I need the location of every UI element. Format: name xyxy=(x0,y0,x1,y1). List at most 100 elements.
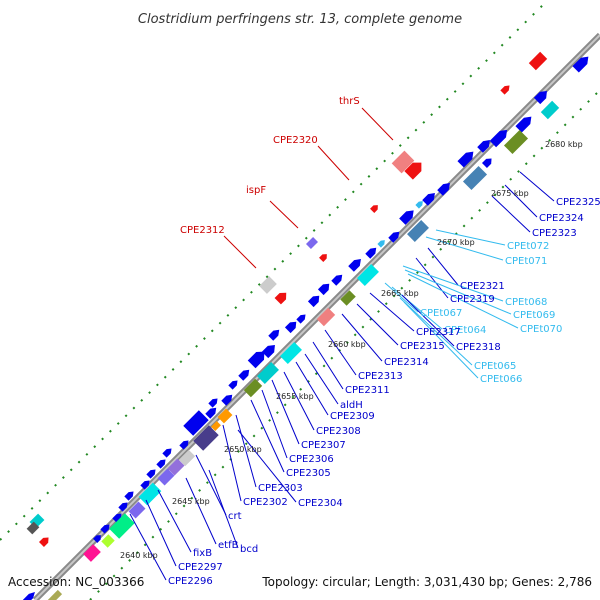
forward-gene-label: CPE2297 xyxy=(178,562,223,573)
forward-gene-label: CPE2304 xyxy=(298,498,343,509)
forward-gene-label: CPE2324 xyxy=(539,213,584,224)
gene-box xyxy=(138,482,162,506)
gene-arrow xyxy=(179,440,189,450)
gene-arrow xyxy=(370,205,378,213)
forward-gene-label: CPE2309 xyxy=(330,411,375,422)
gene-arrow xyxy=(38,537,49,548)
gene-arrow xyxy=(208,398,218,408)
gene-arrow xyxy=(317,283,330,296)
gene-arrow xyxy=(307,295,320,308)
forward-gene-label: CPEt070 xyxy=(520,324,562,335)
accession-text: Accession: NC_003366 xyxy=(8,575,144,589)
tick-label: 2645 kbp xyxy=(172,497,210,506)
forward-gene-label: CPE2303 xyxy=(258,483,303,494)
forward-gene-label: CPE2307 xyxy=(301,440,346,451)
tick-labels: 2640 kbp 2645 kbp 2650 kbp 2655 kbp 2660 kbp… xyxy=(120,140,583,560)
forward-gene-label: CPE2311 xyxy=(345,385,390,396)
reverse-gene-label: ispF xyxy=(246,185,266,196)
forward-gene-label: CPEt071 xyxy=(505,256,547,267)
gene-arrow xyxy=(93,535,101,543)
gene-box xyxy=(178,449,196,467)
gene-box xyxy=(305,236,319,250)
gene-arrow xyxy=(247,351,265,369)
gene-arrow xyxy=(515,116,532,133)
genome-summary-text: Topology: circular; Length: 3,031,430 bp… xyxy=(261,575,592,589)
forward-gene-label: CPE2323 xyxy=(532,228,577,239)
forward-gene-label: CPEt067 xyxy=(420,308,462,319)
forward-gene-label: CPE2318 xyxy=(456,342,501,353)
gene-arrow xyxy=(124,491,134,501)
reverse-gene-label: CPE2312 xyxy=(180,225,225,236)
gene-arrow xyxy=(22,592,35,600)
gene-arrow xyxy=(319,254,327,262)
gene-box xyxy=(259,276,277,294)
gene-arrow xyxy=(365,247,377,259)
forward-gene-label: CPE2308 xyxy=(316,426,361,437)
gene-labels: thrS CPE2320 ispF CPE2312 CPE2325 CPE2324 CPE2… xyxy=(168,96,600,587)
gene-arrow xyxy=(268,329,280,341)
reverse-gene-label: CPE2320 xyxy=(273,135,318,146)
gene-box xyxy=(503,129,529,155)
tick-label: 2640 kbp xyxy=(120,551,158,560)
gene-arrow xyxy=(437,183,450,196)
backbone xyxy=(32,32,600,600)
gene-box xyxy=(243,378,263,398)
gene-box xyxy=(193,425,219,451)
gene-box xyxy=(183,410,209,436)
gene-arrow xyxy=(284,321,297,334)
tick-label: 2660 kbp xyxy=(328,340,366,349)
gene-arrow xyxy=(489,129,508,148)
gene-arrow xyxy=(331,274,343,286)
forward-gene-label: crt xyxy=(228,511,242,522)
outer-guide-line xyxy=(0,0,549,541)
gene-arrow xyxy=(477,140,490,153)
forward-gene-label: CPE2313 xyxy=(358,371,403,382)
tick-label: 2675 kbp xyxy=(491,189,529,198)
forward-gene-label: fixB xyxy=(193,548,212,559)
gene-arrow xyxy=(481,158,492,169)
forward-gene-label: CPE2306 xyxy=(289,454,334,465)
forward-gene-label: CPE2314 xyxy=(384,357,429,368)
forward-gene-label: CPE2305 xyxy=(286,468,331,479)
gene-arrow xyxy=(399,210,414,225)
map-title: Clostridium perfringens str. 13, complet… xyxy=(138,12,462,27)
forward-gene-label: CPEt068 xyxy=(505,297,547,308)
gene-box xyxy=(157,468,175,486)
gene-arrow xyxy=(228,380,238,390)
gene-arrow xyxy=(500,85,510,95)
tick-label: 2650 kbp xyxy=(224,445,262,454)
gene-arrow xyxy=(100,524,110,534)
gene-arrow xyxy=(221,394,233,406)
forward-gene-label: CPEt064 xyxy=(444,325,486,336)
gene-box xyxy=(128,501,146,519)
gene-box xyxy=(540,100,560,120)
forward-gene-label: CPE2317 xyxy=(416,327,461,338)
gene-arrow xyxy=(572,56,589,73)
gene-box xyxy=(217,408,233,424)
gene-box xyxy=(316,307,336,327)
gene-box xyxy=(340,290,356,306)
tick-label: 2680 kbp xyxy=(545,140,583,149)
gene-arrow xyxy=(377,240,385,248)
gene-arrow xyxy=(146,469,156,479)
forward-gene-label: CPEt066 xyxy=(480,374,522,385)
gene-arrow xyxy=(388,231,400,243)
forward-gene-label: etfB xyxy=(218,540,239,551)
gene-box xyxy=(462,165,488,191)
gene-box xyxy=(167,458,185,476)
tick-label: 2670 kbp xyxy=(437,238,475,247)
gene-arrow xyxy=(118,502,128,512)
gene-arrow xyxy=(140,480,150,490)
gene-arrow xyxy=(415,201,423,209)
gene-box xyxy=(109,513,135,539)
gene-arrow xyxy=(156,459,166,469)
forward-gene-label: CPE2321 xyxy=(460,281,505,292)
gene-box xyxy=(101,534,115,548)
gene-features xyxy=(22,51,589,600)
forward-gene-label: CPE2296 xyxy=(168,576,213,587)
forward-gene-label: CPE2302 xyxy=(243,497,288,508)
forward-gene-label: CPE2325 xyxy=(556,197,600,208)
gene-box xyxy=(357,264,379,286)
